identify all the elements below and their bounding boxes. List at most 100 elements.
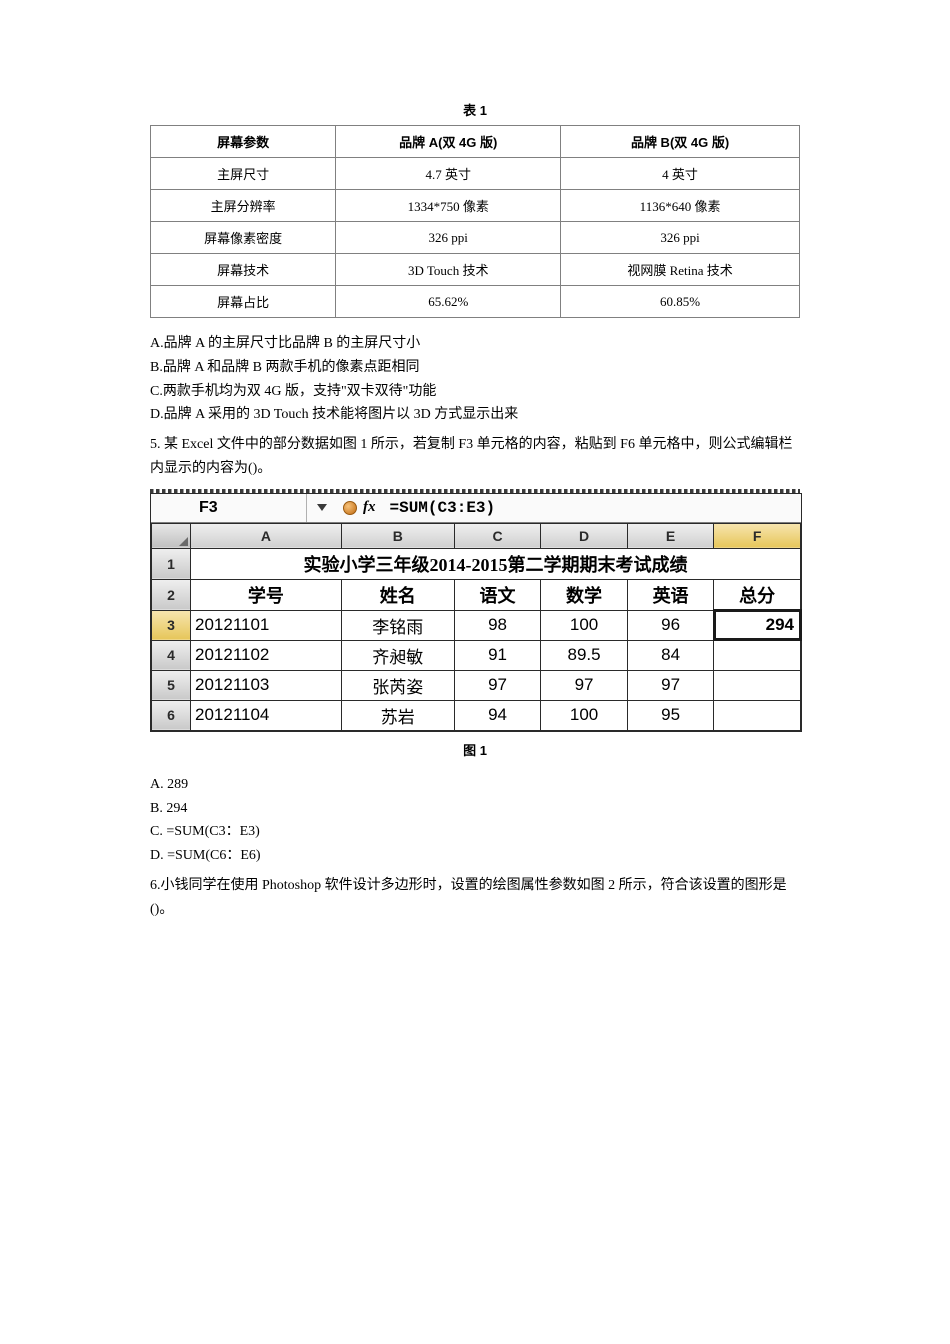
excel-hdr-d[interactable]: 数学 (541, 579, 628, 610)
excel-hdr-f[interactable]: 总分 (714, 579, 801, 610)
spec-cell: 4 英寸 (561, 158, 800, 190)
excel-cell-b5[interactable]: 张芮姿 (341, 670, 454, 700)
excel-row-2[interactable]: 2 (152, 579, 191, 610)
q4-option-b: B.品牌 A 和品牌 B 两款手机的像素点距相同 (150, 356, 800, 380)
excel-row-5[interactable]: 5 (152, 670, 191, 700)
excel-cell-a3[interactable]: 20121101 (191, 610, 342, 640)
spec-th-1: 品牌 A(双 4G 版) (336, 126, 561, 158)
excel-cell-c4[interactable]: 91 (454, 640, 541, 670)
spec-th-2: 品牌 B(双 4G 版) (561, 126, 800, 158)
excel-fx-button[interactable]: fx (337, 499, 382, 516)
excel-data-row: 4 20121102 齐昶敏 91 89.5 84 (152, 640, 801, 670)
excel-cell-e5[interactable]: 97 (627, 670, 714, 700)
excel-namebox-dropdown[interactable] (307, 504, 337, 511)
spec-cell: 屏幕像素密度 (151, 222, 336, 254)
excel-figure: F3 fx =SUM(C3:E3) A B C D E (150, 489, 800, 732)
excel-cell-a4[interactable]: 20121102 (191, 640, 342, 670)
table1-caption: 表 1 (150, 100, 800, 119)
excel-data-row: 5 20121103 张芮姿 97 97 97 (152, 670, 801, 700)
fx-orb-icon (343, 501, 357, 515)
excel-col-f[interactable]: F (714, 523, 801, 548)
excel-cell-b3[interactable]: 李铭雨 (341, 610, 454, 640)
excel-title-row: 1 实验小学三年级2014-2015第二学期期末考试成绩 (152, 548, 801, 579)
excel-cell-f5[interactable] (714, 670, 801, 700)
q4-options: A.品牌 A 的主屏尺寸比品牌 B 的主屏尺寸小 B.品牌 A 和品牌 B 两款… (150, 332, 800, 427)
excel-row-6[interactable]: 6 (152, 700, 191, 730)
excel-cell-c5[interactable]: 97 (454, 670, 541, 700)
excel-data-row: 6 20121104 苏岩 94 100 95 (152, 700, 801, 730)
spec-row: 主屏分辨率 1334*750 像素 1136*640 像素 (151, 190, 800, 222)
excel-row-1[interactable]: 1 (152, 548, 191, 579)
excel-title[interactable]: 实验小学三年级2014-2015第二学期期末考试成绩 (191, 548, 801, 579)
spec-cell: 1136*640 像素 (561, 190, 800, 222)
excel-grid: A B C D E F 1 实验小学三年级2014-2015第二学期期末考试成绩… (151, 523, 801, 731)
excel-hdr-c[interactable]: 语文 (454, 579, 541, 610)
excel-cell-e3[interactable]: 96 (627, 610, 714, 640)
spec-cell: 视网膜 Retina 技术 (561, 254, 800, 286)
excel-col-b[interactable]: B (341, 523, 454, 548)
excel-cell-f4[interactable] (714, 640, 801, 670)
spec-cell: 屏幕技术 (151, 254, 336, 286)
excel-row-4[interactable]: 4 (152, 640, 191, 670)
spec-cell: 屏幕占比 (151, 286, 336, 318)
excel-col-a[interactable]: A (191, 523, 342, 548)
excel-row-3[interactable]: 3 (152, 610, 191, 640)
spec-row: 屏幕技术 3D Touch 技术 视网膜 Retina 技术 (151, 254, 800, 286)
excel-cell-d4[interactable]: 89.5 (541, 640, 628, 670)
excel-cell-b4[interactable]: 齐昶敏 (341, 640, 454, 670)
q5-option-c: C. =SUM(C3：E3) (150, 820, 800, 844)
excel-hdr-e[interactable]: 英语 (627, 579, 714, 610)
excel-data-row: 3 20121101 李铭雨 98 100 96 294 (152, 610, 801, 640)
spec-th-0: 屏幕参数 (151, 126, 336, 158)
excel-name-box[interactable]: F3 (151, 494, 307, 522)
spec-row: 屏幕像素密度 326 ppi 326 ppi (151, 222, 800, 254)
excel-select-all-corner[interactable] (152, 523, 191, 548)
excel-col-headers: A B C D E F (152, 523, 801, 548)
excel-cell-d6[interactable]: 100 (541, 700, 628, 730)
q5-option-d: D. =SUM(C6：E6) (150, 844, 800, 868)
spec-table: 屏幕参数 品牌 A(双 4G 版) 品牌 B(双 4G 版) 主屏尺寸 4.7 … (150, 125, 800, 318)
excel-cell-c6[interactable]: 94 (454, 700, 541, 730)
excel-cell-e4[interactable]: 84 (627, 640, 714, 670)
spec-row: 主屏尺寸 4.7 英寸 4 英寸 (151, 158, 800, 190)
spec-cell: 3D Touch 技术 (336, 254, 561, 286)
excel-cell-f6[interactable] (714, 700, 801, 730)
q4-option-c: C.两款手机均为双 4G 版，支持"双卡双待"功能 (150, 380, 800, 404)
excel-cell-b6[interactable]: 苏岩 (341, 700, 454, 730)
excel-cell-a5[interactable]: 20121103 (191, 670, 342, 700)
fx-label: fx (363, 499, 376, 516)
excel-col-e[interactable]: E (627, 523, 714, 548)
spec-cell: 主屏尺寸 (151, 158, 336, 190)
excel-hdr-id[interactable]: 学号 (191, 579, 342, 610)
q5-text: 5. 某 Excel 文件中的部分数据如图 1 所示，若复制 F3 单元格的内容… (150, 433, 800, 481)
excel-col-d[interactable]: D (541, 523, 628, 548)
excel-cell-e6[interactable]: 95 (627, 700, 714, 730)
excel-cell-a6[interactable]: 20121104 (191, 700, 342, 730)
excel-formula-bar: F3 fx =SUM(C3:E3) (151, 494, 801, 523)
q5-option-b: B. 294 (150, 797, 800, 821)
q5-option-a: A. 289 (150, 773, 800, 797)
spec-cell: 326 ppi (561, 222, 800, 254)
excel-cell-f3[interactable]: 294 (714, 610, 801, 640)
q4-option-d: D.品牌 A 采用的 3D Touch 技术能将图片以 3D 方式显示出来 (150, 403, 800, 427)
spec-row: 屏幕占比 65.62% 60.85% (151, 286, 800, 318)
excel-window: F3 fx =SUM(C3:E3) A B C D E (150, 493, 802, 732)
excel-cell-d3[interactable]: 100 (541, 610, 628, 640)
spec-cell: 326 ppi (336, 222, 561, 254)
excel-header-row: 2 学号 姓名 语文 数学 英语 总分 (152, 579, 801, 610)
excel-hdr-name[interactable]: 姓名 (341, 579, 454, 610)
spec-cell: 60.85% (561, 286, 800, 318)
excel-col-c[interactable]: C (454, 523, 541, 548)
spec-cell: 4.7 英寸 (336, 158, 561, 190)
excel-formula-input[interactable]: =SUM(C3:E3) (382, 499, 802, 517)
spec-cell: 1334*750 像素 (336, 190, 561, 222)
spec-cell: 主屏分辨率 (151, 190, 336, 222)
figure1-caption: 图 1 (150, 740, 800, 759)
q5-options: A. 289 B. 294 C. =SUM(C3：E3) D. =SUM(C6：… (150, 773, 800, 868)
spec-cell: 65.62% (336, 286, 561, 318)
excel-cell-c3[interactable]: 98 (454, 610, 541, 640)
excel-cell-d5[interactable]: 97 (541, 670, 628, 700)
q6-text: 6.小钱同学在使用 Photoshop 软件设计多边形时，设置的绘图属性参数如图… (150, 874, 800, 922)
q4-option-a: A.品牌 A 的主屏尺寸比品牌 B 的主屏尺寸小 (150, 332, 800, 356)
chevron-down-icon (317, 504, 327, 511)
